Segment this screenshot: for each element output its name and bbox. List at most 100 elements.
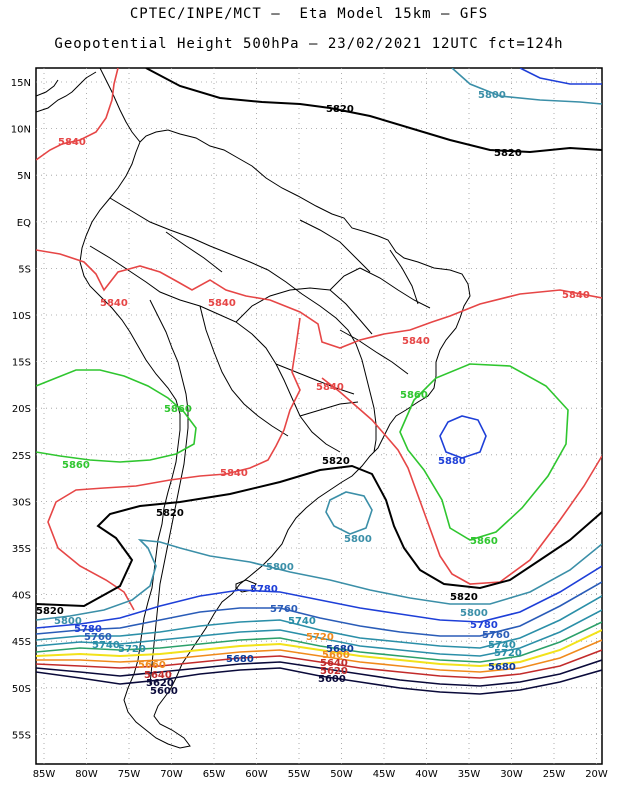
lat-tick-label: 10N [11, 125, 31, 136]
lon-tick-label: 55W [288, 769, 311, 780]
lon-tick-label: 25W [543, 769, 566, 780]
contour-5840-equatorial [36, 249, 602, 349]
lat-tick-label: 15N [11, 78, 31, 89]
contour-5840-north [36, 68, 119, 161]
contour-5880-high [439, 415, 487, 459]
lat-tick-label: 25S [12, 451, 31, 462]
contour-5740 [36, 595, 602, 649]
contour-5860-east [399, 363, 569, 541]
contour-label: 5620 [320, 666, 348, 677]
lat-tick-label: 55S [12, 730, 31, 741]
contour-label: 5740 [288, 616, 316, 627]
lon-tick-label: 80W [75, 769, 98, 780]
andes-border [149, 299, 189, 685]
contour-label: 5740 [488, 640, 516, 651]
contour-5720 [36, 609, 602, 657]
map-title: CPTEC/INPE/MCT – Eta Model 15km – GFS [129, 6, 489, 22]
contour-label: 5840 [316, 382, 344, 393]
lat-tick-label: 10S [12, 311, 31, 322]
contour-5800-south [36, 538, 602, 621]
lat-tick-label: 5N [17, 171, 31, 182]
contour-5600 [36, 667, 602, 695]
contour-label: 5820 [322, 456, 350, 467]
contour-5700 [36, 621, 602, 663]
lat-tick-label: 50S [12, 684, 31, 695]
contour-label: 5820 [450, 592, 478, 603]
contour-label: 5720 [494, 648, 522, 659]
contour-label: 5840 [402, 336, 430, 347]
contour-labels: 5820 5820 5800 5840 5840 5840 5840 5840 … [36, 90, 590, 697]
contour-5620 [36, 659, 602, 687]
contour-label: 5600 [150, 686, 178, 697]
contour-5840-atlantic [321, 377, 602, 585]
lon-tick-label: 45W [373, 769, 396, 780]
contour-label: 5880 [438, 456, 466, 467]
contour-label: 5780 [250, 584, 278, 595]
contour-label: 5760 [482, 630, 510, 641]
map-subtitle: Geopotential Height 500hPa – 23/02/2021 … [54, 36, 564, 52]
contour-label: 5840 [100, 298, 128, 309]
contour-label: 5660 [322, 650, 350, 661]
height-contours [36, 68, 602, 695]
contour-label: 5820 [36, 606, 64, 617]
lon-tick-label: 60W [245, 769, 268, 780]
contour-5640 [36, 649, 602, 679]
contour-5760 [36, 581, 602, 637]
lat-tick-label: 35S [12, 544, 31, 555]
contour-label: 5620 [146, 678, 174, 689]
lat-tick-label: 15S [12, 358, 31, 369]
contour-label: 5840 [562, 290, 590, 301]
lon-tick-label: 35W [458, 769, 481, 780]
contour-label: 5680 [488, 662, 516, 673]
contour-label: 5680 [226, 654, 254, 665]
contour-label: 5800 [266, 562, 294, 573]
lon-tick-label: 75W [118, 769, 141, 780]
lon-tick-label: 50W [330, 769, 353, 780]
contour-label: 5720 [118, 644, 146, 655]
contour-label: 5800 [344, 534, 372, 545]
contour-label: 5760 [84, 632, 112, 643]
lat-tick-label: 45S [12, 637, 31, 648]
south-america-coast [79, 129, 471, 749]
brazil-states [299, 219, 431, 375]
contour-label: 5860 [400, 390, 428, 401]
lon-tick-label: 20W [585, 769, 608, 780]
lon-tick-label: 30W [500, 769, 523, 780]
lon-tick-label: 40W [415, 769, 438, 780]
contour-label: 5820 [326, 104, 354, 115]
contour-label: 5820 [156, 508, 184, 519]
lat-tick-label: 30S [12, 497, 31, 508]
lat-tick-label: 20S [12, 404, 31, 415]
contour-label: 5800 [54, 616, 82, 627]
contour-5820-north [145, 68, 602, 154]
contour-label: 5760 [270, 604, 298, 615]
contour-label: 5720 [306, 632, 334, 643]
contour-label: 5740 [92, 640, 120, 651]
lat-tick-label: 40S [12, 591, 31, 602]
contour-5800-cutoff [325, 491, 373, 535]
latitude-tick-labels: 15N 10N 5N EQ 5S 10S 15S 20S 25S 30S 35S 40S 45S 50S 5… [11, 78, 31, 741]
contour-label: 5800 [460, 608, 488, 619]
contour-label: 5820 [494, 148, 522, 159]
lat-tick-label: EQ [17, 218, 31, 229]
contour-label: 5680 [326, 644, 354, 655]
contour-5840-south [47, 317, 301, 611]
contour-label: 5860 [62, 460, 90, 471]
contour-label: 5840 [58, 137, 86, 148]
brazil-border [109, 197, 377, 453]
contour-label: 5640 [320, 658, 348, 669]
lon-tick-label: 65W [203, 769, 226, 780]
contour-label: 5660 [138, 660, 166, 671]
longitude-tick-labels: 85W 80W 75W 70W 65W 60W 55W 50W 45W 40W 35W 30W 25W 2… [33, 769, 608, 780]
central-america-coast [36, 68, 141, 143]
coastlines-and-borders [36, 68, 471, 749]
contour-5860-west [36, 369, 197, 463]
map-frame [35, 67, 603, 765]
contour-label: 5640 [144, 670, 172, 681]
contour-label: 5840 [208, 298, 236, 309]
contour-label: 5780 [74, 624, 102, 635]
contour-5800-ne [451, 68, 602, 105]
contour-5680 [36, 629, 602, 668]
contour-label: 5840 [220, 468, 248, 479]
